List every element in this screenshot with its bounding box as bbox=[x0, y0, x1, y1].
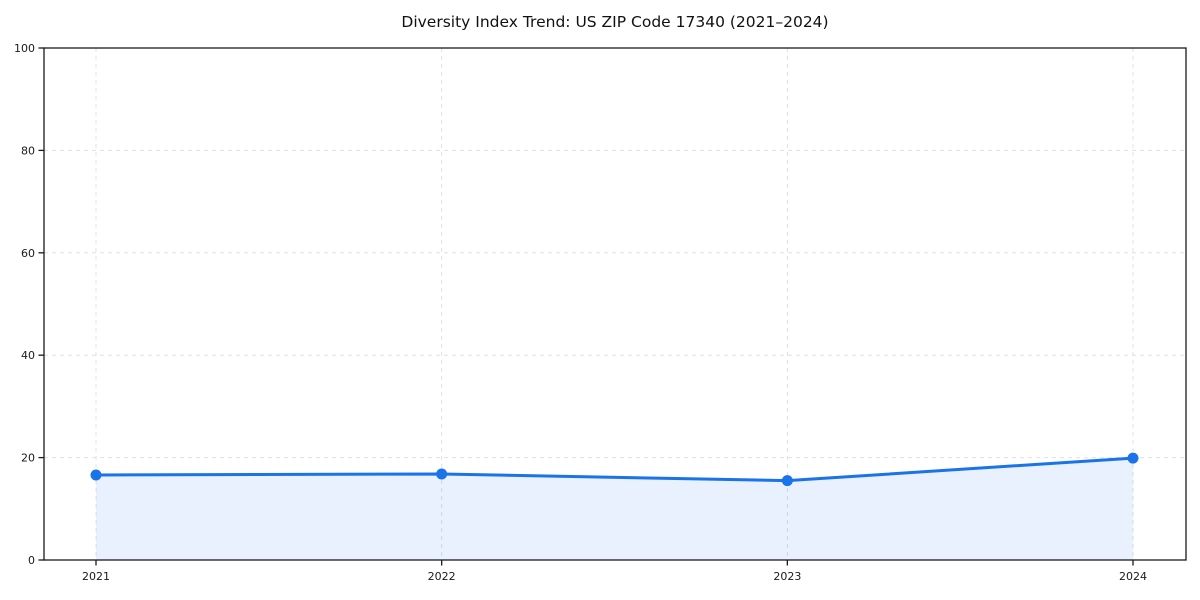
data-point bbox=[90, 469, 102, 481]
x-tick-label: 2023 bbox=[773, 570, 801, 583]
x-tick-label: 2021 bbox=[82, 570, 110, 583]
data-point bbox=[781, 475, 793, 487]
y-tick-label: 0 bbox=[28, 554, 35, 567]
area-fill bbox=[96, 458, 1133, 560]
y-tick-label: 80 bbox=[21, 144, 35, 157]
data-point bbox=[1127, 452, 1139, 464]
y-tick-label: 40 bbox=[21, 349, 35, 362]
y-tick-label: 60 bbox=[21, 247, 35, 260]
x-tick-label: 2024 bbox=[1119, 570, 1147, 583]
trend-line bbox=[94, 456, 1135, 483]
y-tick-label: 100 bbox=[14, 42, 35, 55]
chart-title: Diversity Index Trend: US ZIP Code 17340… bbox=[401, 13, 829, 31]
plot-border bbox=[43, 47, 1187, 561]
x-tick-label: 2022 bbox=[428, 570, 456, 583]
y-tick-label: 20 bbox=[21, 452, 35, 465]
data-point bbox=[436, 468, 448, 480]
